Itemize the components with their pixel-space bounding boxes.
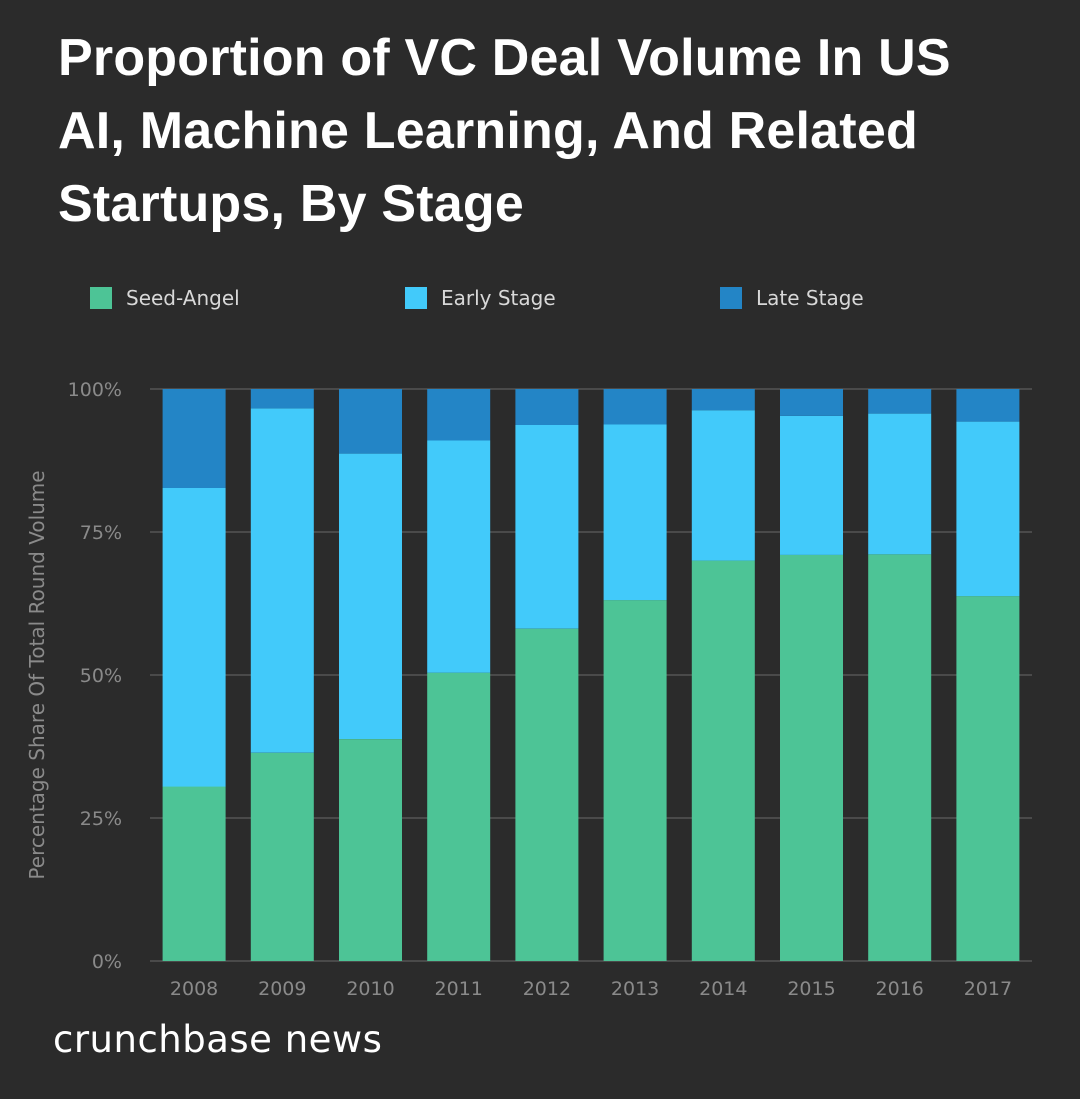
- chart-title-line: Startups, By Stage: [58, 175, 524, 233]
- y-tick-label: 100%: [68, 379, 122, 401]
- bar-segment-seed-angel-2012: [515, 628, 579, 961]
- bar-segment-early-stage-2009: [250, 408, 314, 753]
- chart-title-line: AI, Machine Learning, And Related: [58, 102, 918, 160]
- bar-segment-early-stage-2012: [515, 425, 579, 629]
- y-tick-label: 75%: [80, 522, 122, 544]
- x-tick-label: 2015: [787, 978, 835, 1000]
- bar-segment-early-stage-2013: [603, 424, 667, 601]
- bar-segment-seed-angel-2017: [956, 596, 1020, 961]
- bar-segment-seed-angel-2008: [162, 786, 226, 961]
- legend-item-early-stage: Early Stage: [405, 286, 556, 310]
- chart-legend: Seed-Angel Early Stage Late Stage: [0, 286, 1080, 316]
- bar-segment-early-stage-2008: [162, 488, 226, 787]
- x-tick-label: 2012: [523, 978, 571, 1000]
- legend-swatch-seed-angel: [90, 287, 112, 309]
- bar-segment-late-stage-2011: [427, 389, 491, 441]
- bar-segment-seed-angel-2011: [427, 672, 491, 961]
- y-tick-label: 50%: [80, 665, 122, 687]
- bar-segment-late-stage-2016: [868, 389, 932, 414]
- bar-segment-seed-angel-2016: [868, 554, 932, 961]
- x-tick-label: 2017: [964, 978, 1012, 1000]
- bar-segment-late-stage-2012: [515, 389, 579, 425]
- bar-segment-late-stage-2014: [691, 389, 755, 411]
- x-tick-label: 2009: [258, 978, 306, 1000]
- bar-segment-seed-angel-2013: [603, 600, 667, 961]
- x-tick-label: 2013: [611, 978, 659, 1000]
- chart-title: Proportion of VC Deal Volume In US AI, M…: [58, 22, 1018, 241]
- y-tick-label: 0%: [92, 951, 122, 973]
- legend-label: Late Stage: [756, 286, 864, 310]
- legend-label: Seed-Angel: [126, 286, 240, 310]
- bar-segment-late-stage-2009: [250, 389, 314, 409]
- brand-logo-text: crunchbase news: [53, 1018, 383, 1061]
- bar-segment-late-stage-2013: [603, 389, 667, 425]
- y-axis-label: Percentage Share Of Total Round Volume: [25, 470, 49, 879]
- bar-segment-early-stage-2017: [956, 421, 1020, 597]
- legend-swatch-early-stage: [405, 287, 427, 309]
- x-tick-label: 2008: [170, 978, 218, 1000]
- x-tick-label: 2014: [699, 978, 747, 1000]
- chart-title-line: Proportion of VC Deal Volume In US: [58, 29, 951, 87]
- bar-segment-early-stage-2010: [339, 453, 402, 739]
- y-tick-label: 25%: [80, 808, 122, 830]
- bar-segment-late-stage-2015: [780, 389, 843, 416]
- x-tick-label: 2011: [435, 978, 483, 1000]
- bar-segment-early-stage-2016: [868, 413, 932, 555]
- bar-segment-early-stage-2011: [427, 440, 491, 673]
- legend-item-seed-angel: Seed-Angel: [90, 286, 240, 310]
- x-tick-label: 2016: [876, 978, 924, 1000]
- legend-swatch-late-stage: [720, 287, 742, 309]
- bar-segment-seed-angel-2009: [250, 752, 314, 961]
- bar-segment-early-stage-2014: [691, 410, 755, 561]
- bar-segment-early-stage-2015: [780, 415, 843, 555]
- legend-label: Early Stage: [441, 286, 556, 310]
- legend-item-late-stage: Late Stage: [720, 286, 864, 310]
- bar-segment-late-stage-2010: [339, 389, 402, 454]
- bar-segment-seed-angel-2010: [339, 739, 402, 961]
- bar-segment-late-stage-2008: [162, 389, 226, 488]
- bar-segment-seed-angel-2015: [780, 554, 843, 961]
- x-tick-label: 2010: [346, 978, 394, 1000]
- bar-segment-late-stage-2017: [956, 389, 1020, 422]
- bar-segment-seed-angel-2014: [691, 560, 755, 961]
